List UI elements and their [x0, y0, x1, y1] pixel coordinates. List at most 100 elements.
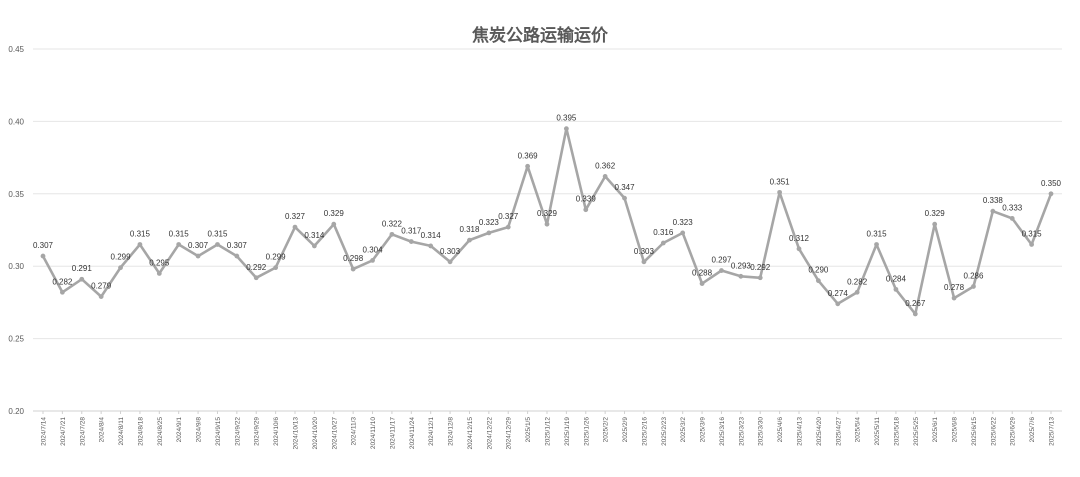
data-label: 0.307	[188, 241, 209, 250]
data-label: 0.315	[169, 229, 190, 238]
x-tick-label: 2025/4/13	[797, 417, 804, 446]
data-label: 0.297	[711, 256, 732, 265]
data-label: 0.292	[246, 263, 267, 272]
x-tick-label: 2024/11/17	[389, 417, 396, 449]
data-label: 0.322	[382, 219, 403, 228]
x-tick-label: 2024/7/21	[60, 417, 67, 446]
data-point	[544, 221, 550, 227]
data-label: 0.278	[944, 283, 965, 292]
data-point	[719, 268, 724, 273]
data-point	[428, 243, 434, 249]
data-label: 0.293	[731, 261, 752, 270]
data-point	[408, 239, 414, 244]
x-tick-label: 2025/1/19	[564, 417, 571, 446]
x-tick-label: 2025/2/2	[603, 417, 610, 443]
gridlines	[33, 48, 1062, 412]
x-tick-label: 2025/4/20	[816, 417, 823, 446]
data-point	[951, 295, 957, 301]
data-point	[1009, 216, 1015, 221]
data-point	[331, 221, 337, 227]
data-point	[699, 281, 705, 286]
x-tick-label: 2024/8/18	[137, 417, 144, 446]
data-label: 0.299	[111, 253, 132, 262]
data-label: 0.286	[963, 271, 984, 280]
data-label: 0.351	[770, 177, 791, 186]
data-label: 0.290	[808, 266, 829, 275]
y-tick-label: 0.40	[8, 117, 24, 126]
x-tick-label: 2024/10/6	[273, 417, 280, 446]
data-label: 0.316	[653, 228, 674, 237]
x-tick-label: 2025/4/27	[835, 417, 842, 446]
data-label: 0.267	[905, 299, 926, 308]
data-point	[738, 273, 744, 279]
x-tick-label: 2025/2/23	[661, 417, 668, 446]
x-tick-label: 2024/10/13	[293, 417, 300, 450]
data-label: 0.329	[324, 209, 345, 218]
data-point	[583, 207, 589, 213]
data-label: 0.299	[266, 253, 287, 262]
x-tick-label: 2025/1/26	[583, 417, 590, 446]
data-point	[757, 275, 763, 281]
x-tick-label: 2025/4/6	[777, 417, 784, 443]
x-tick-label: 2025/6/15	[971, 417, 978, 446]
data-point	[370, 258, 375, 263]
data-label: 0.350	[1041, 179, 1062, 188]
x-tick-label: 2025/3/2	[680, 417, 687, 443]
data-label: 0.323	[673, 218, 694, 227]
data-point	[971, 284, 976, 289]
data-label: 0.314	[304, 231, 325, 240]
x-tick-label: 2025/7/13	[1049, 417, 1056, 446]
data-label: 0.327	[285, 212, 306, 221]
data-point	[292, 224, 298, 230]
data-point	[1029, 242, 1035, 247]
series-line-layer	[41, 127, 1053, 316]
data-point	[447, 259, 453, 265]
x-tick-label: 2025/6/29	[1010, 417, 1017, 446]
y-tick-label: 0.45	[8, 45, 24, 54]
x-tick-label: 2024/9/8	[196, 417, 203, 443]
data-points	[40, 126, 1054, 317]
data-point	[1048, 191, 1054, 197]
data-point	[59, 289, 65, 295]
data-label: 0.274	[828, 289, 849, 298]
x-tick-label: 2025/3/16	[719, 417, 726, 446]
data-point	[311, 243, 317, 249]
data-label: 0.347	[615, 183, 636, 192]
data-point	[660, 240, 666, 246]
data-point	[253, 275, 259, 281]
data-point	[79, 276, 85, 282]
data-point	[98, 294, 104, 300]
x-tick-label: 2025/1/5	[525, 417, 532, 443]
x-tick-label: 2024/12/1	[428, 417, 435, 446]
x-tick-label: 2025/5/18	[893, 417, 900, 446]
data-labels: 0.307 0.282 0.291 0.279 0.299 0.315 0.295 0.315…	[33, 114, 1062, 308]
data-point	[195, 253, 201, 259]
x-tick-label: 2024/9/1	[176, 417, 183, 443]
data-point	[234, 253, 240, 259]
data-point	[467, 237, 472, 243]
data-label: 0.362	[595, 161, 616, 170]
data-label: 0.298	[343, 254, 364, 263]
data-point	[176, 242, 182, 247]
data-label: 0.327	[498, 212, 519, 221]
data-label: 0.315	[867, 229, 888, 238]
data-label: 0.369	[518, 151, 539, 160]
data-point	[215, 242, 220, 247]
data-label: 0.279	[91, 282, 112, 291]
data-label: 0.307	[227, 241, 248, 250]
data-point	[815, 278, 821, 284]
data-point	[505, 224, 511, 230]
data-label: 0.312	[789, 234, 810, 243]
data-label: 0.314	[421, 231, 442, 240]
x-tick-label: 2025/6/22	[990, 417, 997, 446]
x-tick-label: 2024/11/10	[370, 417, 377, 449]
data-label: 0.338	[983, 196, 1004, 205]
data-label: 0.303	[440, 247, 461, 256]
data-label: 0.304	[363, 245, 384, 254]
data-label: 0.329	[537, 209, 558, 218]
x-tick-label: 2024/7/14	[41, 417, 48, 446]
x-tick-label: 2025/6/8	[952, 417, 959, 443]
x-tick-label: 2024/8/4	[99, 417, 106, 443]
